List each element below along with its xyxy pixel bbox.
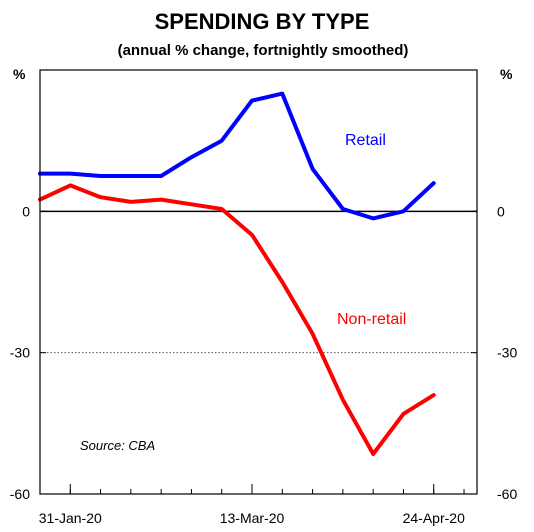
gridlines (40, 210, 477, 354)
chart-subtitle: (annual % change, fortnightly smoothed) (118, 42, 409, 59)
right-axis-unit: % (500, 66, 513, 82)
legend-non-retail: Non-retail (337, 311, 406, 328)
left-axis-unit: % (13, 66, 26, 82)
y-tick-label-right: -60 (497, 486, 517, 502)
series-lines (38, 91, 436, 456)
y-tick-label-left: 0 (22, 203, 30, 219)
y-tick-label-left: -60 (10, 486, 30, 502)
y-tick-label-right: -30 (497, 345, 517, 361)
axis-ticks (39, 210, 477, 495)
series-line-non-retail (38, 183, 436, 456)
x-tick-label: 13-Mar-20 (220, 510, 285, 526)
tick-labels: 0 0 -30 -30 -60 -60 31-Jan-20 13-Mar-20 24-Apr-2… (10, 203, 518, 526)
chart-title: SPENDING BY TYPE (155, 9, 370, 34)
y-tick-label-right: 0 (497, 203, 505, 219)
legend-retail: Retail (345, 132, 386, 149)
plot-frame (39, 69, 478, 495)
x-tick-label: 24-Apr-20 (403, 510, 465, 526)
y-tick-label-left: -30 (10, 345, 30, 361)
series-line-retail (38, 91, 436, 221)
source-note: Source: CBA (80, 438, 155, 453)
x-tick-label: 31-Jan-20 (39, 510, 102, 526)
